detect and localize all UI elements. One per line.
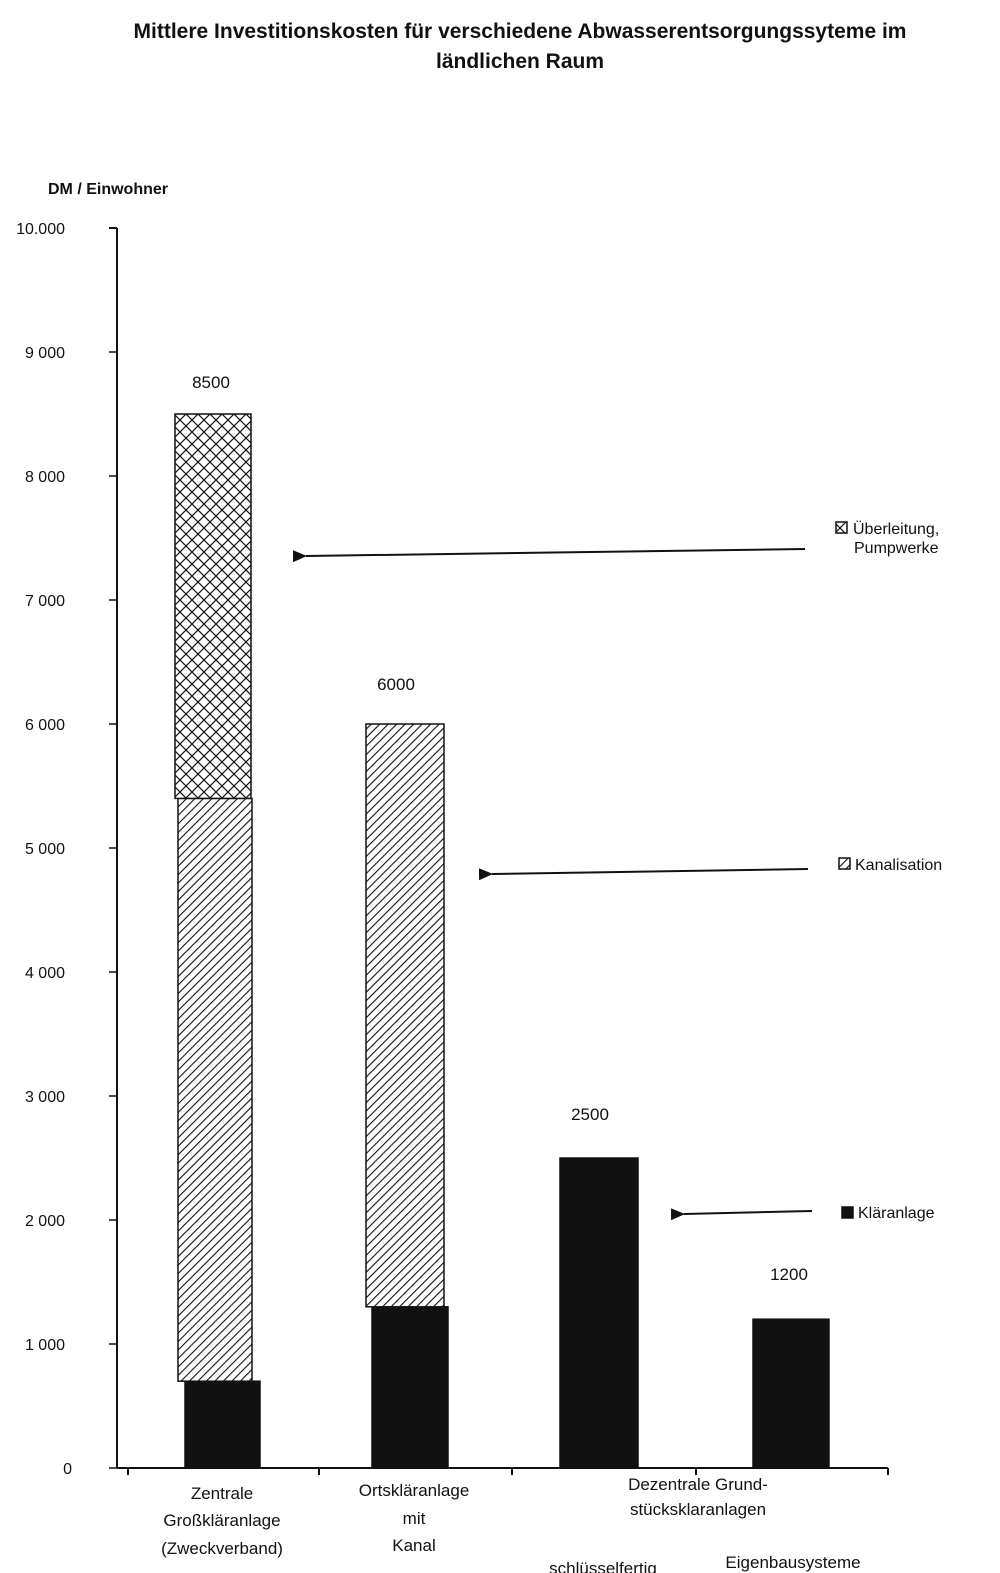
category-labels: Zentrale Großkläranlage (Zweckverband) Orts… bbox=[161, 1475, 861, 1573]
value-label: 1200 bbox=[770, 1265, 808, 1284]
bar-kanalisation-0 bbox=[177, 797, 253, 1382]
category-label: Großkläranlage bbox=[163, 1511, 280, 1530]
group-label: stücksklaranlagen bbox=[630, 1500, 766, 1519]
y-tick-label: 2 000 bbox=[25, 1213, 65, 1230]
chart-title-line: ländlichen Raum bbox=[436, 50, 604, 73]
category-label: Eigenbausysteme bbox=[725, 1553, 860, 1572]
y-tick-label: 6 000 bbox=[25, 717, 65, 734]
legend-label: Pumpwerke bbox=[854, 540, 939, 557]
category-label: Kanal bbox=[392, 1536, 435, 1555]
category-label: schlüsselfertig bbox=[549, 1559, 657, 1573]
bar-kläranlage-3 bbox=[752, 1318, 830, 1469]
legend: Überleitung, Pumpwerke Kanalisation Kläranl… bbox=[292, 520, 942, 1222]
value-labels: 8500 6000 2500 1200 bbox=[192, 373, 808, 1284]
legend-swatch bbox=[841, 1206, 854, 1219]
value-label: 6000 bbox=[377, 675, 415, 694]
legend-swatch bbox=[835, 521, 848, 534]
category-label: Zentrale bbox=[191, 1484, 253, 1503]
bar-kanalisation-1 bbox=[365, 723, 445, 1308]
legend-arrow bbox=[670, 1208, 813, 1221]
legend-label: Kläranlage bbox=[858, 1205, 935, 1222]
chart-title-line: Mittlere Investitionskosten für verschie… bbox=[134, 20, 907, 43]
value-label: 2500 bbox=[571, 1105, 609, 1124]
legend-swatch bbox=[838, 857, 851, 870]
y-tick-label: 3 000 bbox=[25, 1089, 65, 1106]
legend-label: Überleitung, bbox=[853, 520, 939, 538]
bar-kläranlage-2 bbox=[559, 1157, 639, 1469]
legend-arrow bbox=[292, 548, 806, 563]
legend-arrow bbox=[478, 868, 809, 881]
category-label: mit bbox=[403, 1509, 426, 1528]
y-tick-label: 10.000 bbox=[16, 221, 65, 238]
y-tick-label: 0 bbox=[63, 1461, 72, 1478]
chart-title: Mittlere Investitionskosten für verschie… bbox=[134, 20, 907, 73]
bars bbox=[174, 413, 830, 1469]
y-tick-label: 7 000 bbox=[25, 593, 65, 610]
y-tick-label: 8 000 bbox=[25, 469, 65, 486]
bar-kläranlage-1 bbox=[371, 1306, 449, 1469]
y-axis-ticks: 0 1 000 2 000 3 000 4 000 5 000 6 000 7 000 8 00… bbox=[16, 221, 117, 1478]
y-tick-label: 4 000 bbox=[25, 965, 65, 982]
y-tick-label: 1 000 bbox=[25, 1337, 65, 1354]
bar-kläranlage-0 bbox=[184, 1380, 261, 1469]
category-label: (Zweckverband) bbox=[161, 1539, 283, 1558]
bar-überleitung-pumpwerke-0 bbox=[174, 413, 252, 800]
legend-label: Kanalisation bbox=[855, 857, 942, 874]
y-tick-label: 5 000 bbox=[25, 841, 65, 858]
y-tick-label: 9 000 bbox=[25, 345, 65, 362]
category-label: Ortskläranlage bbox=[359, 1481, 470, 1500]
y-axis-label: DM / Einwohner bbox=[48, 181, 168, 198]
value-label: 8500 bbox=[192, 373, 230, 392]
group-label: Dezentrale Grund- bbox=[628, 1475, 768, 1494]
